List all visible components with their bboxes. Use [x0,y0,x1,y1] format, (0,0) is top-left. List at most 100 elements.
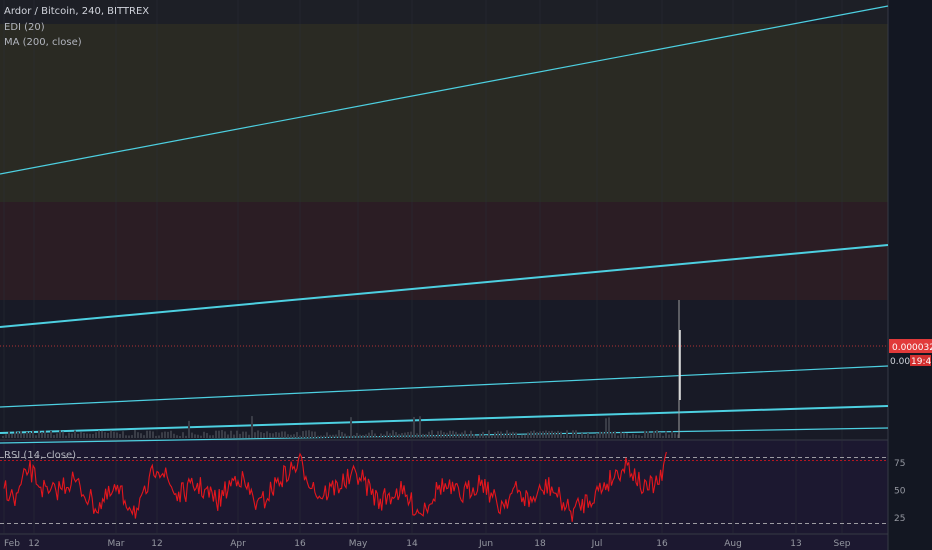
volume-bar [140,433,142,438]
volume-bar [164,431,166,438]
volume-bar [452,430,454,438]
volume-bar [623,432,625,438]
volume-bar [191,432,193,438]
volume-bar [425,433,427,438]
price-series [678,300,681,438]
volume-bar [524,434,526,438]
time-tick-label: Jul [591,539,603,549]
volume-bar [611,431,613,438]
countdown-prefix: 0.000 [890,357,916,367]
trendline-top[interactable] [0,5,889,175]
volume-bar [8,431,10,438]
volume-bar [461,432,463,438]
rsi-line [3,451,667,522]
volume-bar [122,431,124,438]
volume-bar [182,432,184,438]
volume-bar [395,432,397,438]
volume-bar [101,430,103,438]
volume-bar [665,431,667,438]
rsi-tick-label: 25 [894,514,905,524]
volume-bar [674,433,676,438]
volume-bar [356,432,358,438]
volume-bar [308,430,310,438]
volume-bar [617,435,619,438]
volume-bar [5,434,7,438]
volume-bar [551,430,553,438]
volume-bar [572,430,574,438]
volume-bar [536,431,538,438]
volume-bar [200,435,202,438]
volume-bar [671,431,673,438]
volume-bar [278,432,280,438]
time-tick-label: 16 [656,539,668,549]
volume-bar [272,433,274,438]
volume-bar [176,435,178,438]
volume-bar [542,431,544,438]
trendline-mid[interactable] [0,365,889,408]
rsi-tick-label: 50 [894,487,906,497]
volume-bar [254,432,256,438]
indicator-ma-label[interactable]: MA (200, close) [4,37,82,48]
volume-bar [638,435,640,438]
volume-bar [266,431,268,438]
rsi-label[interactable]: RSI (14, close) [4,450,77,461]
volume-bar [518,435,520,438]
trendline-lower[interactable] [0,405,889,434]
volume-bar [14,431,16,438]
volume-bar [146,430,148,438]
volume-bar [467,433,469,438]
volume-bar [455,431,457,438]
volume-bar [17,431,19,438]
rsi-pane-background [0,440,888,550]
volume-bar [506,430,508,438]
volume-bar [434,434,436,438]
volume-bar [281,431,283,438]
volume-bar [239,433,241,438]
volume-bar [566,430,568,438]
last-price-badge [889,339,932,353]
volume-bar [305,430,307,438]
volume-bar [656,430,658,438]
volume-bar [290,434,292,438]
volume-bar [341,431,343,438]
volume-bar [233,434,235,438]
volume-bar [131,435,133,438]
volume-bars [2,416,679,438]
volume-bar [500,431,502,438]
volume-bar [65,435,67,438]
volume-bar [137,432,139,438]
time-tick-label: 12 [151,539,162,549]
volume-bar [485,434,487,438]
volume-bar [578,434,580,438]
volume-bar [374,433,376,438]
volume-bar [236,430,238,438]
indicator-edi-label[interactable]: EDI (20) [4,22,45,33]
volume-bar [89,433,91,438]
time-tick-label: 12 [28,539,39,549]
volume-bar [479,433,481,438]
volume-bar [353,435,355,438]
volume-bar [584,435,586,438]
volume-bar [44,430,46,438]
volume-bar [179,435,181,438]
volume-bar [338,430,340,438]
volume-bar [473,434,475,438]
volume-bar [422,433,424,438]
symbol-title[interactable]: Ardor / Bitcoin, 240, BITTREX [4,6,150,17]
volume-bar [350,417,352,438]
volume-bar [134,430,136,438]
volume-bar [71,433,73,438]
volume-bar [533,430,535,438]
volume-bar [227,434,229,438]
volume-bar [155,435,157,438]
volume-bar [497,431,499,438]
trendline-upper[interactable] [0,244,889,328]
volume-bar [437,431,439,438]
countdown-text: 19:41 [911,357,932,367]
volume-bar [185,435,187,438]
volume-bar [650,433,652,438]
volume-bar [92,434,94,438]
volume-bar [377,435,379,438]
rsi-tick-label: 75 [894,459,905,469]
